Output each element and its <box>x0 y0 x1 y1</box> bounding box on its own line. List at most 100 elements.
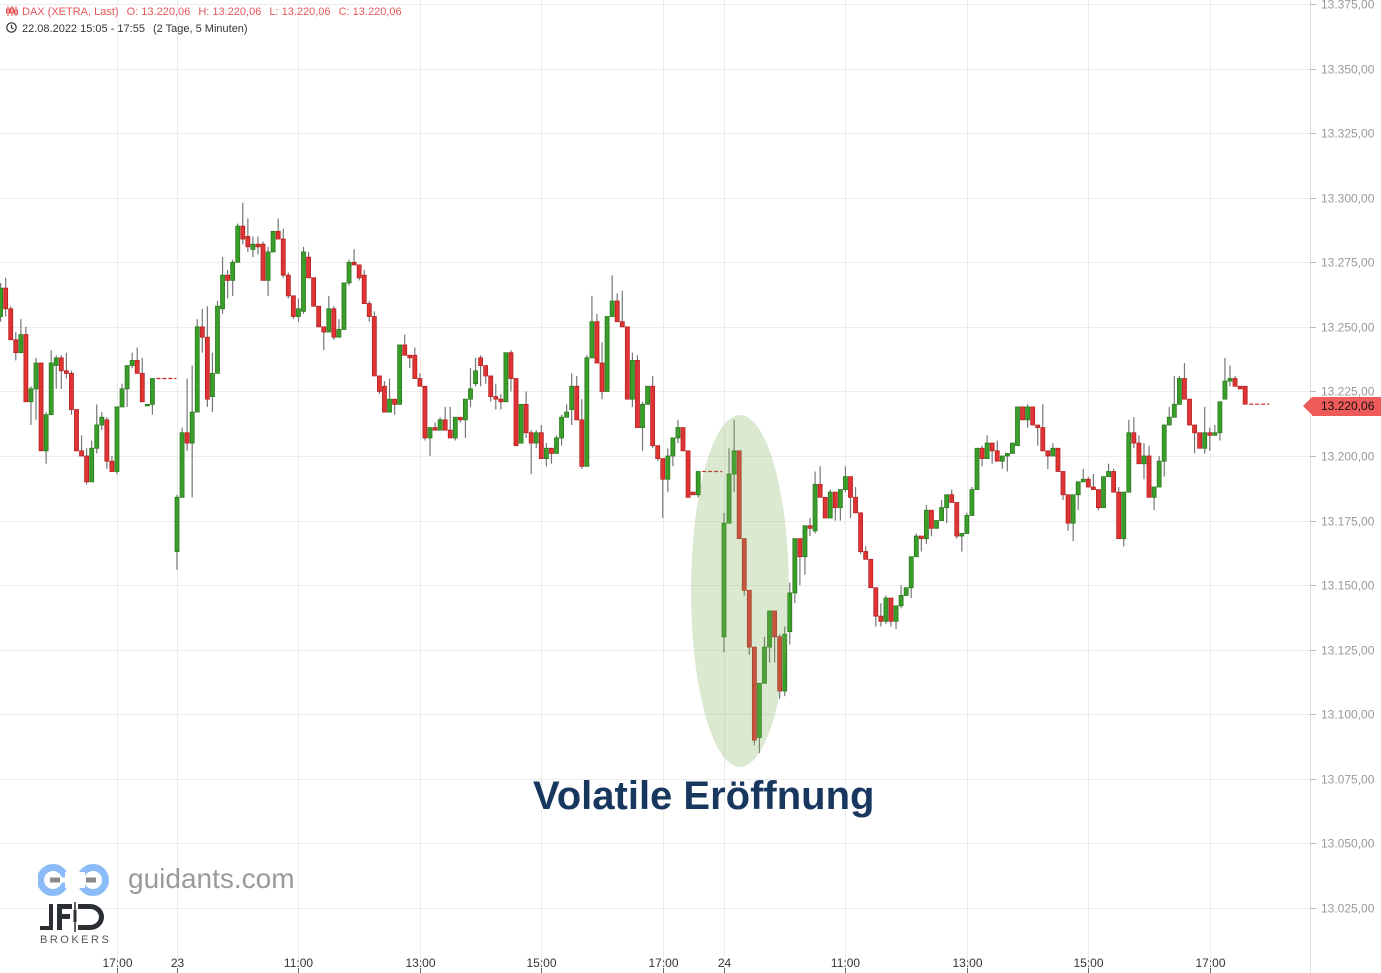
candle-body <box>772 610 777 638</box>
candle-down <box>134 347 140 374</box>
candle-body <box>817 484 823 498</box>
candle-body <box>736 450 742 540</box>
candle-down <box>104 417 110 469</box>
candle-down <box>356 264 362 281</box>
candle-up <box>665 448 671 493</box>
candle-body <box>1004 453 1010 457</box>
candle-body <box>452 416 458 439</box>
candle-down <box>868 558 874 589</box>
x-tick-label: 13:00 <box>952 956 982 970</box>
candle-body <box>670 437 676 457</box>
candle-up <box>43 412 49 464</box>
y-tick-label: 13.250,00 <box>1321 321 1375 335</box>
x-tick-label: 13:00 <box>405 956 435 970</box>
candle-body <box>1187 398 1192 426</box>
candle-down <box>807 517 813 537</box>
candle-up <box>645 385 650 405</box>
candle-up <box>215 301 220 374</box>
candle-up <box>341 282 347 330</box>
candle-up <box>437 417 443 431</box>
candle-down <box>989 442 995 464</box>
current-price-tag: 13.220,06 <box>1303 397 1381 416</box>
candle-up <box>270 230 276 253</box>
candle-down <box>8 306 14 341</box>
candle-body <box>1090 486 1096 490</box>
candle-body <box>640 403 645 428</box>
candle-down <box>751 646 757 746</box>
x-tick-label: 11:00 <box>284 956 313 970</box>
candle-up <box>114 406 120 475</box>
candle-body <box>934 520 939 529</box>
y-tick-label: 13.300,00 <box>1321 192 1375 206</box>
candle-down <box>311 277 317 307</box>
candle-body <box>417 378 423 387</box>
candle-body <box>119 388 125 408</box>
candle-body <box>447 429 453 439</box>
candle-body <box>189 411 195 444</box>
candle-body <box>463 398 468 421</box>
candle-body <box>1146 455 1152 498</box>
candle-down <box>13 332 19 361</box>
candle-body <box>124 365 130 390</box>
x-axis[interactable]: 17:00 23 11:00 13:00 15:00 17:00 24 11:00 13:00 1… <box>102 956 1226 973</box>
candle-down <box>1065 494 1071 531</box>
candle-body <box>523 403 529 434</box>
candle-body <box>321 326 327 333</box>
candle-down <box>772 610 777 663</box>
candle-body <box>225 274 231 281</box>
candle-up <box>1141 443 1147 480</box>
candle-down <box>79 435 84 457</box>
candle-body <box>792 538 798 594</box>
y-tick-label: 13.375,00 <box>1321 0 1375 12</box>
candle-body <box>1045 450 1051 457</box>
candle-body <box>650 385 656 447</box>
candle-body <box>1070 494 1076 524</box>
candle-down <box>878 603 884 627</box>
candle-up <box>1171 375 1177 418</box>
candle-body <box>1192 424 1197 434</box>
candle-body <box>1161 424 1167 462</box>
candle-body <box>741 538 747 591</box>
candle-up <box>640 401 645 451</box>
candle-body <box>797 538 803 558</box>
candle-up <box>564 404 570 418</box>
candle-down <box>650 375 656 449</box>
candle-up <box>427 427 433 456</box>
candle-up <box>1050 443 1056 457</box>
candle-body <box>832 491 838 509</box>
candle-up <box>974 447 980 490</box>
candle-down <box>1237 385 1243 390</box>
candle-down <box>660 458 666 518</box>
candle-down <box>109 456 115 472</box>
candle-up <box>554 435 559 454</box>
candle-body <box>442 419 448 431</box>
candle-body <box>888 597 894 622</box>
candle-down <box>3 277 9 317</box>
candle-body <box>675 427 681 439</box>
candle-up <box>1217 401 1223 441</box>
candle-down <box>1116 486 1122 540</box>
candle-body <box>660 458 666 480</box>
candle-body <box>827 491 833 519</box>
candle-body <box>179 432 185 498</box>
candle-body <box>1121 491 1127 540</box>
candle-body <box>1035 424 1041 428</box>
candle-body <box>655 445 661 459</box>
y-tick-label: 13.125,00 <box>1321 644 1375 658</box>
candle-down <box>513 378 519 447</box>
candle-down <box>1035 424 1041 446</box>
candle-body <box>726 473 732 524</box>
candle-body <box>1075 481 1081 496</box>
x-tick-label: 17:00 <box>1195 956 1225 970</box>
candle-down <box>579 399 585 469</box>
y-axis[interactable]: 13.025,00 13.050,00 13.075,00 13.100,00 13.1… <box>1310 0 1375 916</box>
candle-down <box>255 236 261 255</box>
candle-down <box>994 440 1000 462</box>
y-tick-label: 13.075,00 <box>1321 773 1375 787</box>
candle-body <box>1096 489 1101 509</box>
y-tick-label: 13.225,00 <box>1321 385 1375 399</box>
candle-down <box>1111 468 1117 493</box>
candle-up <box>0 282 4 322</box>
candle-down <box>853 486 858 514</box>
